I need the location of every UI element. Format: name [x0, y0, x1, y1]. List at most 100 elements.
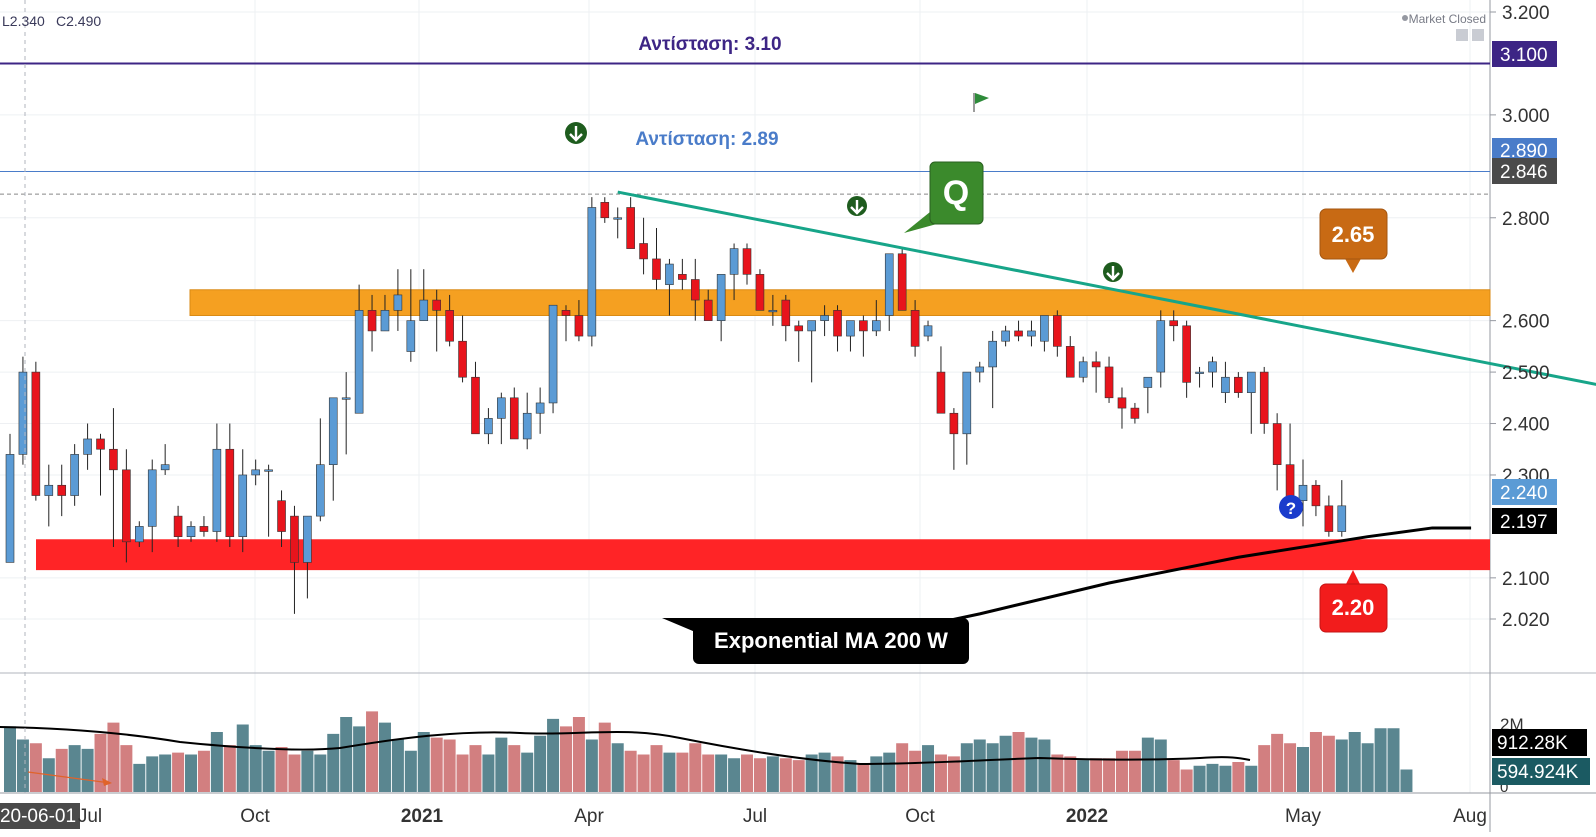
price-tick-7: 2.100 [1502, 569, 1550, 590]
volume-bar-19 [249, 745, 262, 792]
candle-43 [561, 305, 571, 342]
volume-bar-71 [922, 745, 935, 792]
ohlc-close: C2.490 [56, 13, 101, 29]
q-badge[interactable]: Q [904, 161, 984, 233]
toolbar-icon-2[interactable] [1472, 29, 1484, 41]
candle-63 [820, 305, 829, 337]
volume-bar-22 [288, 754, 301, 792]
candle-51 [665, 258, 674, 316]
candle-54 [703, 289, 713, 321]
candle-45 [587, 197, 597, 347]
candle-18 [238, 449, 248, 553]
candle-32 [419, 269, 429, 321]
candle-82 [1065, 336, 1075, 378]
volume-bar-79 [1025, 737, 1038, 792]
volume-bar-9 [120, 745, 133, 792]
volume-bar-58 [753, 758, 766, 792]
candle-53 [690, 258, 700, 321]
flag-icon[interactable] [973, 93, 989, 112]
down-marker-1[interactable] [565, 122, 587, 144]
time-label-0: 20-06-01 [0, 806, 76, 827]
volume-bar-62 [805, 754, 818, 792]
candle-1 [18, 356, 28, 465]
candle-31 [406, 269, 416, 362]
candle-89 [1156, 310, 1166, 388]
volume-bar-85 [1103, 758, 1116, 792]
price-tick-0: 3.200 [1502, 3, 1550, 24]
price-badge-310: 3.100 [1492, 41, 1557, 67]
down-marker-2[interactable] [847, 196, 867, 216]
svg-text:594.924K: 594.924K [1497, 762, 1579, 783]
volume-bar-96 [1245, 765, 1258, 792]
volume-bar-24 [314, 754, 327, 792]
volume-bar-16 [210, 732, 223, 792]
svg-text:2.197: 2.197 [1500, 512, 1548, 533]
down-marker-3[interactable] [1103, 262, 1123, 282]
volume-bar-86 [1115, 750, 1128, 792]
ema-label-box[interactable]: Exponential MA 200 W [662, 618, 969, 664]
candle-86 [1117, 387, 1127, 429]
candle-59 [768, 294, 778, 326]
volume-bar-54 [702, 754, 715, 792]
candle-88 [1143, 376, 1153, 414]
volume-bar-25 [327, 733, 340, 792]
candle-92 [1195, 366, 1204, 388]
volume-bar-65 [844, 760, 857, 792]
volume-bar-37 [482, 754, 495, 792]
volume-bar-81 [1051, 754, 1064, 792]
volume-bar-11 [146, 756, 159, 792]
volume-bar-12 [159, 754, 172, 792]
volume-bar-2 [29, 743, 42, 792]
volume-bar-67 [870, 756, 883, 792]
candle-16 [212, 423, 222, 542]
volume-badge-ma: 912.28K [1492, 729, 1587, 756]
candle-65 [846, 320, 855, 352]
volume-bar-100 [1297, 747, 1309, 792]
candle-28 [367, 294, 377, 352]
candle-52 [678, 258, 687, 290]
toolbar-icon-1[interactable] [1456, 29, 1468, 41]
candle-30 [393, 269, 403, 331]
volume-bar-97 [1258, 745, 1271, 792]
candle-2 [31, 361, 41, 501]
volume-bar-23 [301, 750, 314, 792]
candle-72 [936, 346, 946, 414]
volume-bar-59 [766, 756, 779, 792]
candle-9 [122, 449, 131, 563]
candle-103 [1337, 480, 1347, 537]
candle-4 [57, 464, 67, 517]
volume-tick-0: 0 [1500, 779, 1508, 796]
candle-97 [1259, 366, 1269, 434]
candle-20 [264, 464, 273, 537]
volume-bar-64 [831, 756, 844, 792]
candle-100 [1298, 459, 1308, 527]
volume-bar-50 [650, 745, 663, 792]
volume-bar-27 [353, 726, 366, 792]
candle-25 [328, 397, 338, 501]
time-label-2: Oct [240, 806, 270, 827]
volume-bar-76 [986, 743, 999, 792]
candle-34 [445, 294, 454, 347]
candle-13 [173, 505, 183, 547]
candle-0 [5, 433, 15, 563]
callout-220[interactable]: 2.20 [1319, 570, 1388, 633]
candle-15 [199, 516, 209, 537]
candle-17 [225, 423, 235, 547]
callout-265[interactable]: 2.65 [1319, 208, 1388, 273]
svg-text:2.890: 2.890 [1500, 141, 1548, 162]
volume-bar-74 [960, 743, 973, 792]
volume-bar-80 [1038, 739, 1051, 792]
candle-46 [600, 197, 610, 223]
candle-50 [652, 228, 661, 290]
candle-83 [1078, 356, 1088, 383]
candle-8 [109, 408, 118, 547]
price-badge-224: 2.240 [1492, 479, 1557, 505]
time-label-8: May [1285, 806, 1321, 827]
volume-bar-42 [547, 718, 560, 792]
volume-bar-93 [1206, 763, 1219, 792]
candle-21 [277, 490, 286, 547]
question-icon[interactable]: ? [1279, 495, 1303, 519]
price-tick-3: 2.600 [1502, 312, 1550, 333]
price-axis: 3.2003.0002.8002.6002.5002.4002.3002.100… [1490, 3, 1550, 631]
